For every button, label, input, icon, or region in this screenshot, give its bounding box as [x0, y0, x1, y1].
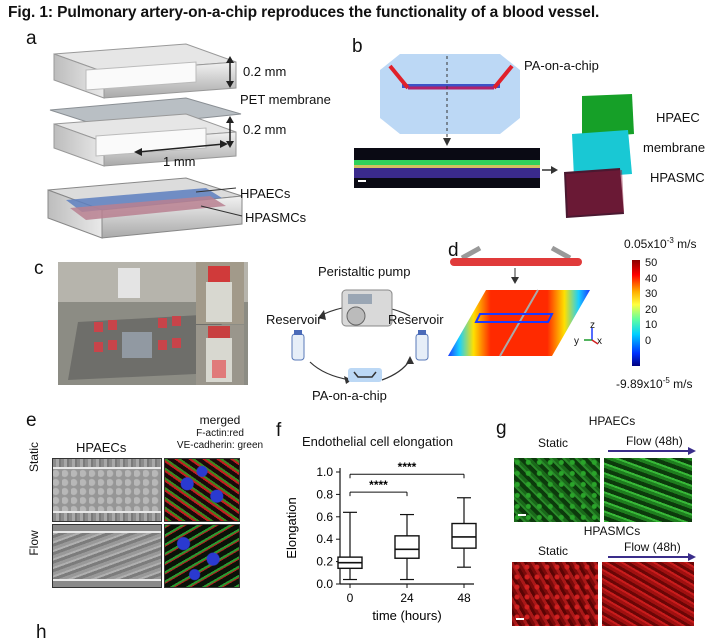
colorbar	[632, 260, 640, 366]
significance-label: ****	[369, 478, 388, 492]
col-merged-sub1: F-actin:red	[196, 428, 244, 439]
panel-b-letter: b	[352, 36, 363, 57]
colorbar-tick: 10	[645, 319, 658, 332]
y-tick-label: 0.2	[316, 555, 333, 569]
layer-membrane: membrane	[643, 140, 706, 155]
reservoir-right-label: Reservoir	[388, 312, 444, 327]
colorbar-tick: 0	[645, 334, 652, 347]
chip-label: PA-on-a-chip	[524, 58, 599, 73]
col-merged-sub2: VE-cadherin: green	[176, 440, 264, 451]
y-axis-label: Elongation	[284, 497, 299, 558]
reservoir-left-label: Reservoir	[266, 312, 322, 327]
scale-max-label: 0.05x10-3 m/s	[624, 236, 697, 251]
colorbar-tick: 40	[645, 272, 658, 285]
panel-h-letter: h	[36, 622, 47, 643]
hpaecs-static-image	[514, 458, 600, 522]
flow-phase-image	[52, 524, 162, 588]
box-iqr	[451, 522, 477, 549]
width-label: 1 mm	[163, 154, 196, 169]
panel-c-letter: c	[34, 258, 44, 279]
x-tick-label: 24	[400, 591, 414, 605]
reservoir-photos	[196, 262, 244, 385]
flow-arrow-1	[608, 447, 696, 455]
hpasmcs-static-image	[512, 562, 598, 626]
figure-title: Fig. 1: Pulmonary artery-on-a-chip repro…	[8, 4, 600, 21]
g-flow2-label: Flow (48h)	[624, 540, 681, 554]
hpasmcs-flow-image	[602, 562, 694, 626]
flow-simulation	[448, 245, 590, 357]
y-tick-label: 0.8	[316, 487, 333, 501]
axis-triad-icon	[584, 328, 599, 345]
g-static2-label: Static	[538, 544, 569, 558]
chip-circuit-label: PA-on-a-chip	[312, 388, 387, 403]
scale-min-label: -9.89x10-5 m/s	[616, 376, 693, 391]
chart-title: Endothelial cell elongation	[302, 434, 454, 449]
colorbar-ticks: 50 40 30 20 10 0	[645, 256, 657, 350]
x-axis-label: time (hours)	[372, 608, 441, 623]
y-tick-label: 1.0	[316, 465, 333, 479]
flow-arrow-2	[608, 553, 696, 561]
axis-y-label: y	[574, 336, 579, 347]
panel-d-letter: d	[448, 240, 459, 261]
layer-hpaec: HPAEC	[656, 110, 700, 125]
hpaecs-flow-image	[604, 458, 692, 522]
col-merged-label: merged	[199, 413, 241, 427]
axis-z-label: z	[590, 320, 595, 331]
hpaecs-label: HPAECs	[240, 186, 291, 201]
panel-a-diagram	[47, 43, 243, 239]
hpasmcs-label: HPASMCs	[245, 210, 307, 225]
static-merged-image	[164, 458, 240, 522]
x-tick-label: 48	[457, 591, 471, 605]
y-tick-label: 0.4	[316, 532, 333, 546]
pump-label: Peristaltic pump	[318, 264, 411, 279]
significance-label: ****	[398, 460, 417, 474]
static-phase-image	[52, 458, 162, 522]
col-hpaecs-label: HPAECs	[76, 440, 127, 455]
colorbar-tick: 50	[645, 257, 658, 269]
y-tick-label: 0.6	[316, 510, 333, 524]
row-static-label: Static	[27, 442, 41, 473]
elongation-chart: 0.0 0.2 0.4 0.6 0.8 1.0 0 24 48 time (hours) Elong…	[284, 460, 477, 623]
g-hpaecs-label: HPAECs	[588, 414, 636, 428]
membrane-label: PET membrane	[240, 92, 331, 107]
dim-top-label: 0.2 mm	[243, 64, 287, 79]
g-static1-label: Static	[538, 436, 569, 450]
row-flow-label: Flow	[27, 530, 41, 556]
panel-g-letter: g	[496, 418, 507, 439]
g-flow1-label: Flow (48h)	[626, 434, 683, 448]
pump-diagram	[291, 289, 429, 384]
panel-f-letter: f	[276, 420, 282, 441]
flow-merged-image	[164, 524, 240, 588]
axis-x-label: x	[597, 336, 602, 347]
y-tick-label: 0.0	[316, 577, 333, 591]
layer-hpasmc: HPASMC	[650, 170, 705, 185]
dim-bottom-label: 0.2 mm	[243, 122, 287, 137]
x-tick-label: 0	[347, 591, 354, 605]
g-hpasmcs-label: HPASMCs	[583, 524, 641, 538]
panel-b-diagram	[354, 54, 634, 218]
box-iqr	[394, 535, 420, 559]
panel-e-letter: e	[26, 410, 37, 431]
panel-a-letter: a	[26, 28, 37, 49]
colorbar-tick: 20	[645, 303, 658, 316]
colorbar-tick: 30	[645, 288, 658, 301]
